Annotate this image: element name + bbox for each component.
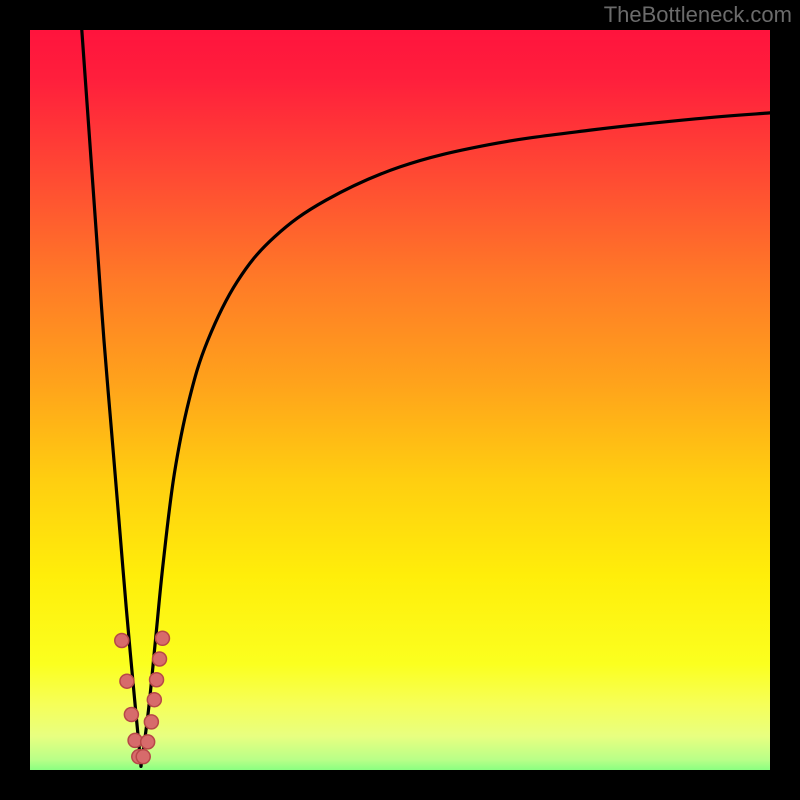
- background-gradient: [0, 0, 800, 800]
- chart-stage: TheBottleneck.com: [0, 0, 800, 800]
